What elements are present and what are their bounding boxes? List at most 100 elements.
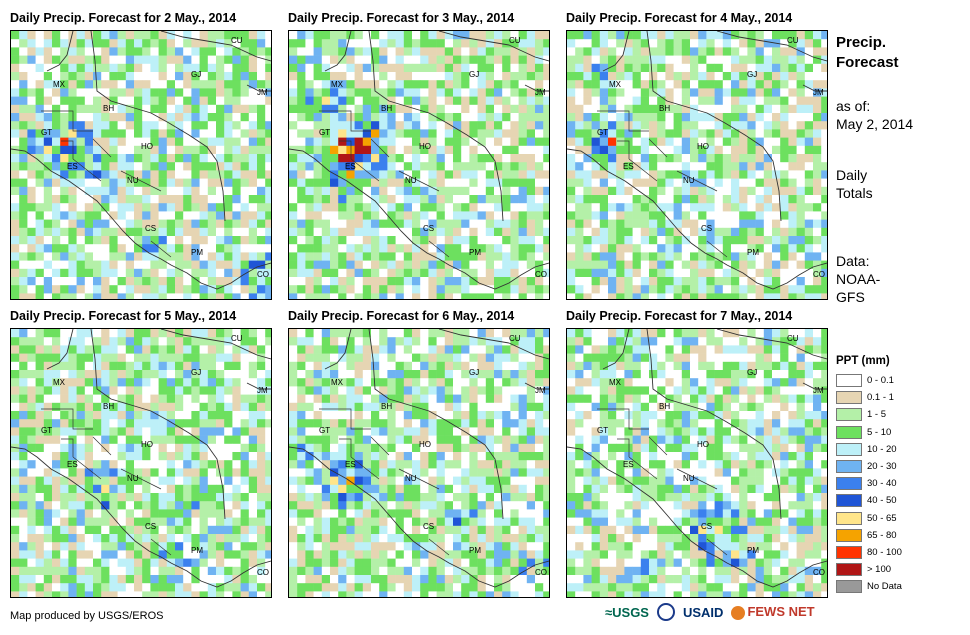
precip-cell bbox=[453, 337, 462, 346]
precip-cell bbox=[420, 285, 429, 294]
precip-cell bbox=[362, 493, 372, 502]
precip-cell bbox=[362, 129, 372, 138]
precip-cell bbox=[191, 566, 200, 576]
precip-cell bbox=[494, 386, 503, 395]
precip-cell bbox=[681, 178, 691, 188]
precip-cell bbox=[403, 137, 413, 147]
precip-cell bbox=[158, 329, 168, 338]
precip-map[interactable]: CU GJ JM MX BH GT HO ES NU CS PM CO bbox=[288, 328, 550, 598]
precip-cell bbox=[166, 361, 176, 371]
precip-cell bbox=[403, 394, 413, 404]
precip-cell bbox=[43, 501, 53, 510]
precip-cell bbox=[510, 435, 519, 445]
precip-cell bbox=[68, 517, 77, 527]
precip-cell bbox=[420, 452, 429, 461]
precip-cell bbox=[248, 203, 258, 212]
precip-cell bbox=[608, 113, 617, 122]
precip-cell bbox=[485, 411, 495, 420]
precip-cell bbox=[224, 402, 233, 412]
precip-cell bbox=[265, 203, 271, 212]
precip-cell bbox=[387, 47, 396, 56]
precip-cell bbox=[698, 186, 707, 196]
precip-cell bbox=[109, 484, 118, 494]
precip-cell bbox=[150, 411, 159, 420]
precip-cell bbox=[403, 452, 413, 461]
precip-cell bbox=[289, 72, 298, 81]
precip-cell bbox=[362, 345, 372, 354]
precip-cell bbox=[485, 227, 495, 237]
precip-cell bbox=[240, 386, 250, 395]
precip-cell bbox=[43, 550, 53, 559]
precip-cell bbox=[714, 145, 724, 155]
precip-cell bbox=[117, 236, 127, 245]
precip-cell bbox=[813, 227, 822, 237]
precip-cell bbox=[199, 427, 209, 436]
precip-cell bbox=[804, 121, 814, 130]
precip-cell bbox=[403, 268, 413, 278]
precip-cell bbox=[313, 370, 323, 379]
precip-cell bbox=[125, 31, 135, 40]
precip-cell bbox=[461, 394, 470, 404]
precip-cell bbox=[747, 104, 756, 114]
precip-cell bbox=[485, 55, 495, 65]
precip-cell bbox=[436, 501, 446, 510]
precip-cell bbox=[616, 137, 625, 147]
precip-cell bbox=[395, 121, 405, 130]
precip-cell bbox=[469, 285, 478, 294]
precip-cell bbox=[35, 509, 45, 518]
precip-map[interactable]: CU GJ JM MX BH GT HO ES NU CS PM CO bbox=[10, 328, 272, 598]
precip-cell bbox=[224, 96, 233, 106]
precip-cell bbox=[52, 493, 61, 502]
precip-cell bbox=[27, 468, 36, 477]
precip-cell bbox=[257, 575, 266, 584]
precip-cell bbox=[134, 378, 143, 387]
precip-map[interactable]: CU GJ JM MX BH GT HO ES NU CS PM CO bbox=[10, 30, 272, 300]
precip-cell bbox=[19, 72, 28, 81]
precip-map[interactable]: CU GJ JM MX BH GT HO ES NU CS PM CO bbox=[566, 30, 828, 300]
precip-cell bbox=[321, 88, 331, 97]
precip-cell bbox=[142, 219, 151, 229]
precip-cell bbox=[109, 137, 118, 147]
precip-cell bbox=[453, 484, 462, 494]
precip-cell bbox=[265, 195, 271, 204]
precip-cell bbox=[125, 96, 135, 106]
precip-cell bbox=[175, 484, 184, 494]
precip-cell bbox=[35, 227, 45, 237]
precip-cell bbox=[469, 435, 478, 445]
precip-cell bbox=[52, 47, 61, 56]
precip-cell bbox=[216, 80, 225, 89]
precip-cell bbox=[76, 211, 86, 220]
precip-cell bbox=[567, 277, 576, 286]
precip-cell bbox=[183, 558, 192, 568]
precip-cell bbox=[657, 72, 666, 81]
precip-cell bbox=[583, 137, 592, 147]
precip-cell bbox=[739, 285, 748, 294]
precip-cell bbox=[297, 31, 306, 40]
precip-cell bbox=[199, 63, 209, 73]
precip-cell bbox=[788, 260, 797, 270]
precip-cell bbox=[134, 195, 143, 204]
precip-cell bbox=[575, 88, 584, 97]
precip-cell bbox=[599, 186, 609, 196]
precip-cell bbox=[93, 211, 102, 220]
precip-cell bbox=[52, 113, 61, 122]
precip-cell bbox=[412, 345, 421, 354]
precip-cell bbox=[788, 211, 797, 220]
precip-cell bbox=[60, 31, 69, 40]
precip-cell bbox=[518, 285, 528, 294]
precip-cell bbox=[150, 468, 159, 477]
precip-cell bbox=[117, 566, 127, 576]
precip-cell bbox=[19, 534, 28, 543]
precip-map[interactable]: CU GJ JM MX BH GT HO ES NU CS PM CO bbox=[288, 30, 550, 300]
precip-cell bbox=[395, 244, 405, 253]
precip-cell bbox=[804, 47, 814, 56]
precip-cell bbox=[240, 96, 250, 106]
precip-cell bbox=[624, 31, 633, 40]
precip-cell bbox=[420, 468, 429, 477]
precip-cell bbox=[150, 72, 159, 81]
precip-cell bbox=[502, 186, 511, 196]
precip-cell bbox=[510, 427, 519, 436]
precip-cell bbox=[640, 145, 650, 155]
precip-cell bbox=[395, 104, 405, 114]
precip-cell bbox=[763, 63, 773, 73]
